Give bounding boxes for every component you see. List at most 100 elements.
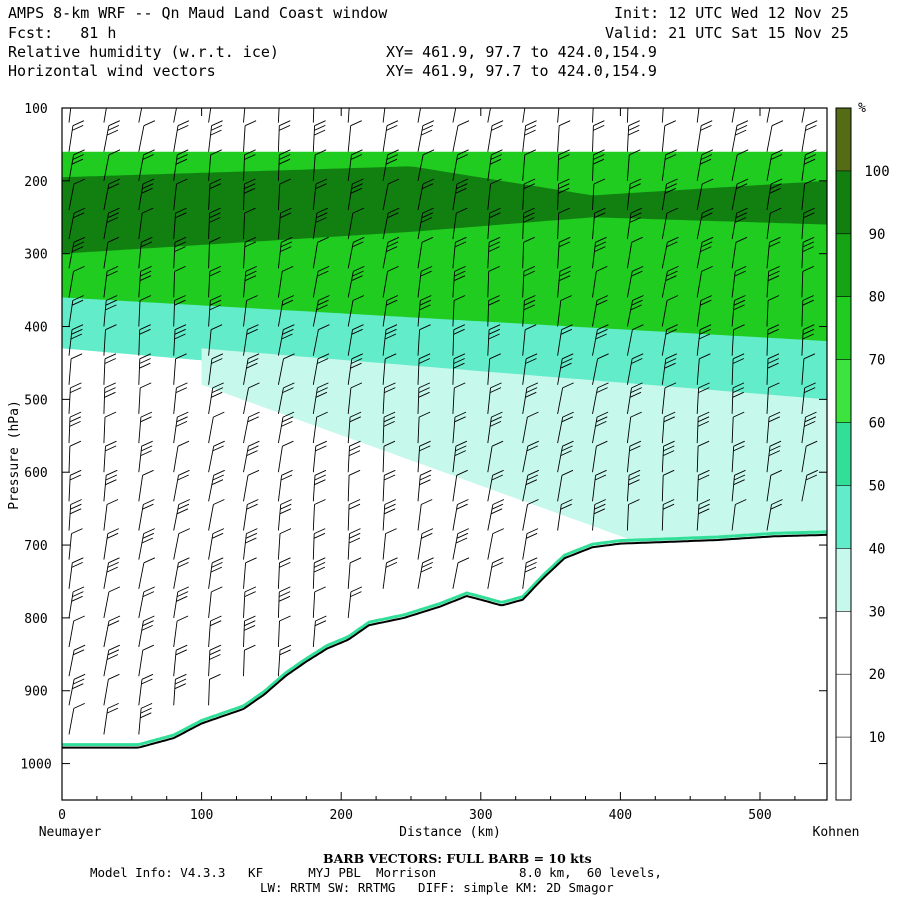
barb-shaft — [522, 504, 528, 531]
wind-barb — [487, 207, 501, 240]
barb-shaft — [312, 475, 316, 502]
barb-feather — [767, 353, 780, 360]
barb-feather — [69, 420, 81, 427]
barb-shaft — [382, 533, 387, 560]
barb-feather — [212, 474, 224, 481]
barb-shaft — [173, 417, 178, 444]
barb-shaft — [277, 504, 282, 531]
barb-feather — [350, 586, 363, 593]
barb-shaft — [801, 125, 807, 152]
chart-title: AMPS 8-km WRF -- Qn Maud Land Coast wind… — [8, 4, 388, 22]
barb-feather — [385, 324, 398, 331]
barb-feather — [278, 595, 291, 602]
barb-feather — [767, 324, 780, 331]
barb-feather — [106, 270, 118, 277]
barb-feather — [210, 566, 223, 573]
barb-feather — [561, 416, 573, 423]
barb-feather — [314, 92, 325, 97]
barb-feather — [211, 561, 223, 568]
barb-feather — [701, 212, 713, 219]
barb-feather — [595, 236, 607, 243]
barb-shaft — [347, 387, 352, 414]
barb-feather — [175, 158, 188, 165]
barb-feather — [318, 324, 330, 331]
barb-feather — [421, 561, 433, 568]
barb-feather — [702, 207, 714, 214]
wind-barb — [243, 295, 258, 327]
barb-feather — [351, 353, 363, 360]
barb-feather — [558, 187, 570, 194]
barb-feather — [245, 537, 257, 544]
barb-shaft — [312, 446, 317, 473]
barb-feather — [245, 96, 256, 101]
colorbar-swatch — [836, 170, 851, 234]
barb-feather — [141, 236, 153, 243]
wind-barb — [452, 207, 468, 240]
wind-barb — [277, 353, 295, 385]
barb-shaft — [103, 650, 110, 677]
wind-barb — [208, 295, 222, 327]
barb-shaft — [312, 533, 315, 560]
barb-feather — [105, 440, 117, 447]
wind-barb — [487, 324, 501, 356]
wind-barb — [103, 382, 116, 414]
wind-barb — [68, 499, 82, 531]
barb-feather — [384, 469, 396, 476]
barb-feather — [213, 440, 225, 447]
barb-feather — [140, 712, 152, 719]
barb-feather — [71, 528, 83, 535]
barb-feather — [316, 411, 328, 418]
wind-barb — [487, 265, 500, 298]
barb-feather — [454, 411, 467, 418]
barb-shaft — [243, 620, 245, 648]
barb-shaft — [312, 591, 316, 618]
wind-barb — [138, 528, 155, 560]
barb-feather — [664, 362, 676, 369]
barb-feather — [771, 96, 782, 101]
wind-barb — [661, 499, 675, 531]
barb-shaft — [68, 475, 71, 502]
barb-feather — [177, 474, 189, 481]
barb-shaft — [68, 446, 71, 473]
barb-feather — [69, 474, 82, 481]
barb-shaft — [68, 387, 71, 414]
barb-feather — [560, 295, 572, 301]
barb-feather — [804, 382, 816, 389]
barb-feather — [418, 358, 431, 364]
barb-feather — [457, 149, 469, 156]
wind-barb — [103, 499, 119, 531]
barb-shaft — [68, 417, 71, 444]
barb-feather — [456, 154, 468, 160]
colorbar: 10 20 30 40 50 60 70 80 90 100 — [835, 107, 890, 801]
barb-feather — [315, 183, 327, 190]
barb-feather — [174, 236, 187, 243]
wind-barb — [277, 108, 280, 123]
wind-barb — [208, 586, 223, 618]
wind-barb — [557, 295, 572, 327]
wind-barb — [592, 295, 609, 327]
wind-barb — [452, 440, 468, 473]
wind-barb — [417, 295, 432, 327]
barb-shaft — [103, 591, 110, 618]
barb-feather — [456, 178, 469, 185]
barb-feather — [141, 624, 153, 631]
barb-feather — [280, 503, 292, 510]
barb-feather — [108, 178, 121, 185]
barb-feather — [317, 265, 330, 272]
barb-feather — [628, 92, 639, 97]
barb-shaft — [173, 183, 177, 211]
barb-feather — [422, 149, 435, 156]
barb-feather — [453, 275, 466, 282]
barb-feather — [348, 499, 361, 505]
barb-shaft — [208, 679, 210, 706]
barb-feather — [176, 178, 188, 185]
barb-feather — [665, 358, 677, 364]
barb-feather — [666, 270, 678, 277]
wind-barb — [557, 108, 560, 123]
barb-feather — [629, 391, 642, 398]
wind-barb — [208, 265, 221, 298]
barb-feather — [314, 124, 326, 131]
barb-feather — [457, 499, 469, 505]
wind-barb — [173, 178, 188, 211]
barb-feather — [350, 154, 363, 160]
